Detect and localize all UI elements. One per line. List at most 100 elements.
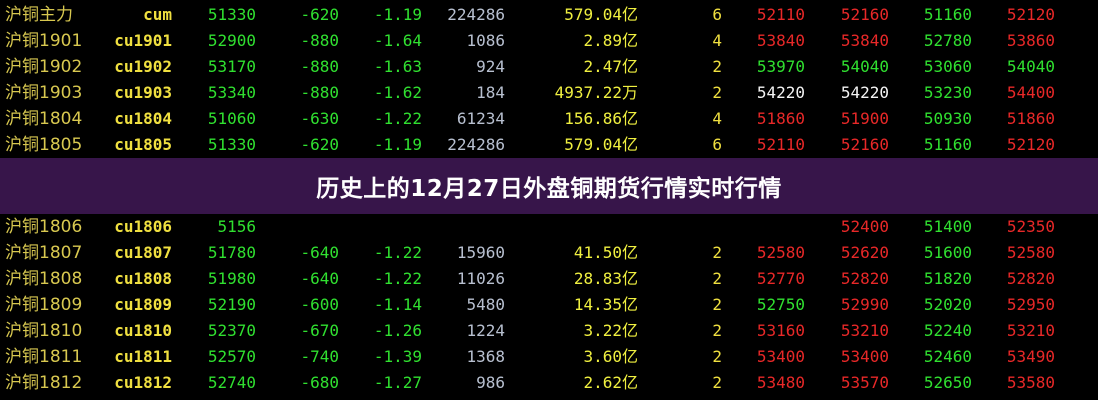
volume-cell: 924 — [476, 57, 505, 76]
price-2-cell: 52400 — [840, 217, 889, 236]
price-2-cell: 54220 — [840, 83, 889, 102]
price-1-cell: 51860 — [756, 109, 805, 128]
price-2-cell: 52820 — [840, 269, 889, 288]
amount-cell: 4937.22万 — [554, 83, 638, 102]
price-3-cell: 51820 — [923, 269, 972, 288]
amount-cell: 156.86亿 — [564, 109, 638, 128]
name-cell: 沪铜1903 — [5, 83, 83, 103]
change-percent-cell: -1.14 — [373, 295, 422, 314]
code-cell: cu1903 — [114, 83, 172, 102]
price-4-cell: 53860 — [1006, 31, 1055, 50]
amount-cell: 41.50亿 — [573, 243, 638, 262]
change-cell: -880 — [300, 57, 339, 76]
price-3-cell: 52020 — [923, 295, 972, 314]
amount-cell: 2.47亿 — [583, 57, 638, 76]
amount-cell: 3.60亿 — [583, 347, 638, 366]
name-cell: 沪铜1809 — [5, 295, 83, 315]
price-2-cell: 53400 — [840, 347, 889, 366]
volume-cell: 1368 — [466, 347, 505, 366]
price-3-cell: 52780 — [923, 31, 972, 50]
price-cell: 52190 — [207, 295, 256, 314]
code-cell: cu1809 — [114, 295, 172, 314]
change-cell: -740 — [300, 347, 339, 366]
count-cell: 4 — [712, 109, 722, 128]
change-cell: -880 — [300, 83, 339, 102]
change-cell: -620 — [300, 5, 339, 24]
change-cell: -620 — [300, 135, 339, 154]
count-cell: 2 — [712, 83, 722, 102]
page-title: 历史上的12月27日外盘铜期货行情实时行情 — [316, 176, 782, 202]
table-row[interactable]: 沪铜1809 cu1809 52190 -600 -1.14 5480 14.35亿 2 527… — [0, 292, 1098, 318]
code-cell: cu1901 — [114, 31, 172, 50]
count-cell: 2 — [712, 57, 722, 76]
change-cell: -600 — [300, 295, 339, 314]
table-row[interactable]: 沪铜1812 cu1812 52740 -680 -1.27 986 2.62亿 2 53480… — [0, 370, 1098, 396]
table-row[interactable]: 沪铜1811 cu1811 52570 -740 -1.39 1368 3.60亿 2 5340… — [0, 344, 1098, 370]
price-cell: 51980 — [207, 269, 256, 288]
amount-cell: 579.04亿 — [564, 135, 638, 154]
change-percent-cell: -1.22 — [373, 109, 422, 128]
code-cell: cu1812 — [114, 373, 172, 392]
price-4-cell: 54400 — [1006, 83, 1055, 102]
price-1-cell: 53400 — [756, 347, 805, 366]
amount-cell: 2.62亿 — [583, 373, 638, 392]
amount-cell: 28.83亿 — [573, 269, 638, 288]
price-2-cell: 52620 — [840, 243, 889, 262]
count-cell: 2 — [712, 243, 722, 262]
price-3-cell: 52650 — [923, 373, 972, 392]
price-1-cell: 52110 — [756, 135, 805, 154]
change-percent-cell: -1.19 — [373, 5, 422, 24]
table-row[interactable]: 沪铜1810 cu1810 52370 -670 -1.26 1224 3.22亿 2 5316… — [0, 318, 1098, 344]
price-4-cell: 52580 — [1006, 243, 1055, 262]
name-cell: 沪铜1806 — [5, 217, 83, 237]
change-percent-cell: -1.39 — [373, 347, 422, 366]
code-cell: cu1902 — [114, 57, 172, 76]
table-row[interactable]: 沪铜1901 cu1901 52900 -880 -1.64 1086 2.89亿 4 5384… — [0, 28, 1098, 54]
code-cell: cu1808 — [114, 269, 172, 288]
price-cell: 52370 — [207, 321, 256, 340]
table-row[interactable]: 沪铜1806 cu1806 5156 52400 51400 52350 — [0, 214, 1098, 240]
table-row[interactable]: 沪铜1807 cu1807 51780 -640 -1.22 15960 41.50亿 2 52… — [0, 240, 1098, 266]
table-row[interactable]: 沪铜主力 cum 51330 -620 -1.19 224286 579.04亿 6 52110… — [0, 2, 1098, 28]
change-percent-cell: -1.26 — [373, 321, 422, 340]
price-2-cell: 53210 — [840, 321, 889, 340]
price-4-cell: 53210 — [1006, 321, 1055, 340]
table-row[interactable]: 沪铜1903 cu1903 53340 -880 -1.62 184 4937.22万 2 54… — [0, 80, 1098, 106]
name-cell: 沪铜主力 — [5, 5, 73, 25]
code-cell: cu1804 — [114, 109, 172, 128]
change-cell: -640 — [300, 243, 339, 262]
volume-cell: 224286 — [447, 5, 505, 24]
price-4-cell: 51860 — [1006, 109, 1055, 128]
volume-cell: 5480 — [466, 295, 505, 314]
price-1-cell: 52770 — [756, 269, 805, 288]
change-percent-cell: -1.22 — [373, 243, 422, 262]
table-row[interactable]: 沪铜1808 cu1808 51980 -640 -1.22 11026 28.83亿 2 52… — [0, 266, 1098, 292]
table-row[interactable]: 沪铜1804 cu1804 51060 -630 -1.22 61234 156.86亿 4 5… — [0, 106, 1098, 132]
price-cell: 51060 — [207, 109, 256, 128]
name-cell: 沪铜1805 — [5, 135, 83, 155]
code-cell: cu1807 — [114, 243, 172, 262]
change-cell: -630 — [300, 109, 339, 128]
code-cell: cum — [143, 5, 172, 24]
price-4-cell: 52350 — [1006, 217, 1055, 236]
price-2-cell: 53570 — [840, 373, 889, 392]
name-cell: 沪铜1808 — [5, 269, 83, 289]
volume-cell: 15960 — [456, 243, 505, 262]
volume-cell: 61234 — [456, 109, 505, 128]
price-3-cell: 52240 — [923, 321, 972, 340]
count-cell: 2 — [712, 321, 722, 340]
name-cell: 沪铜1807 — [5, 243, 83, 263]
price-3-cell: 51160 — [923, 135, 972, 154]
price-4-cell: 52820 — [1006, 269, 1055, 288]
table-row[interactable]: 沪铜1902 cu1902 53170 -880 -1.63 924 2.47亿 2 53970… — [0, 54, 1098, 80]
volume-cell: 986 — [476, 373, 505, 392]
price-3-cell: 51400 — [923, 217, 972, 236]
count-cell: 2 — [712, 373, 722, 392]
price-1-cell: 52110 — [756, 5, 805, 24]
name-cell: 沪铜1804 — [5, 109, 83, 129]
price-3-cell: 53230 — [923, 83, 972, 102]
table-row[interactable]: 沪铜1805 cu1805 51330 -620 -1.19 224286 579.04亿 6… — [0, 132, 1098, 158]
change-percent-cell: -1.64 — [373, 31, 422, 50]
price-cell: 53170 — [207, 57, 256, 76]
change-cell: -880 — [300, 31, 339, 50]
